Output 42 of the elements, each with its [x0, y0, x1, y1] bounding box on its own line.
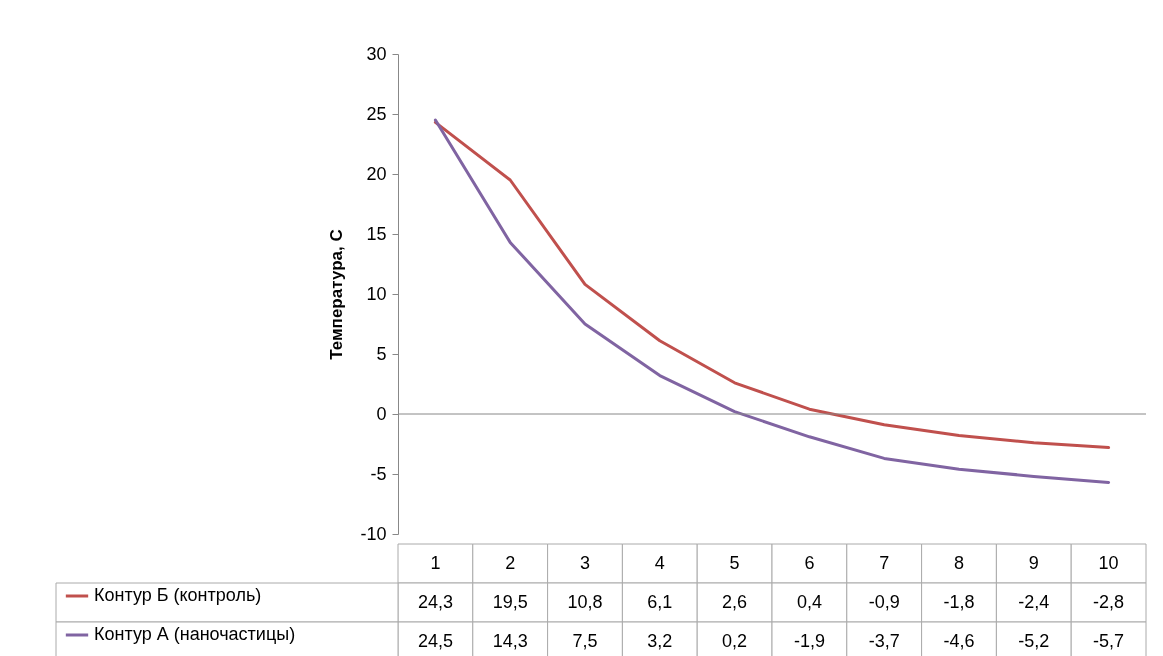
x-tick-label: 9	[1028, 552, 1039, 573]
x-tick-label: 2	[505, 552, 516, 573]
y-axis-title: Температура, С	[327, 229, 347, 360]
data-label: -4,6	[943, 630, 975, 651]
y-tick-label: 10	[366, 283, 387, 304]
data-label: -1,8	[943, 591, 975, 612]
data-label: 14,3	[492, 630, 528, 651]
x-tick-label: 3	[579, 552, 591, 573]
x-tick-label: 5	[729, 552, 740, 573]
y-tick-label: 25	[366, 103, 387, 124]
data-label: 24,5	[417, 630, 453, 651]
y-tick-label: 20	[366, 163, 387, 184]
y-tick-label: 15	[366, 223, 387, 244]
data-label: -2,4	[1018, 591, 1050, 612]
data-label: 24,3	[417, 591, 453, 612]
data-label: -5,7	[1093, 630, 1125, 651]
data-label: -2,8	[1093, 591, 1125, 612]
data-label: 2,6	[722, 591, 748, 612]
y-tick-label: -5	[370, 463, 387, 484]
data-label: -5,2	[1018, 630, 1050, 651]
data-label: -1,9	[793, 630, 825, 651]
data-label: 10,8	[567, 591, 603, 612]
data-label: -3,7	[868, 630, 900, 651]
data-label: 7,5	[572, 630, 598, 651]
x-tick-label: 8	[953, 552, 965, 573]
data-label: 6,1	[647, 591, 673, 612]
data-label: 0,2	[722, 630, 748, 651]
data-label: -0,9	[868, 591, 900, 612]
y-tick-label: -10	[360, 523, 387, 544]
x-tick-label: 1	[430, 552, 441, 573]
data-label: 3,2	[647, 630, 673, 651]
legend-label: Контур А (наночастицы)	[94, 624, 296, 644]
x-tick-label: 6	[804, 552, 815, 573]
data-label: 0,4	[796, 591, 822, 612]
y-tick-label: 5	[376, 343, 387, 364]
x-tick-label: 4	[654, 552, 665, 573]
y-tick-label: 30	[366, 43, 387, 64]
x-tick-label: 7	[879, 552, 890, 573]
legend-label: Контур Б (контроль)	[94, 585, 262, 605]
y-tick-label: 0	[376, 403, 387, 424]
data-label: 19,5	[492, 591, 528, 612]
x-tick-label: 10	[1098, 552, 1119, 573]
